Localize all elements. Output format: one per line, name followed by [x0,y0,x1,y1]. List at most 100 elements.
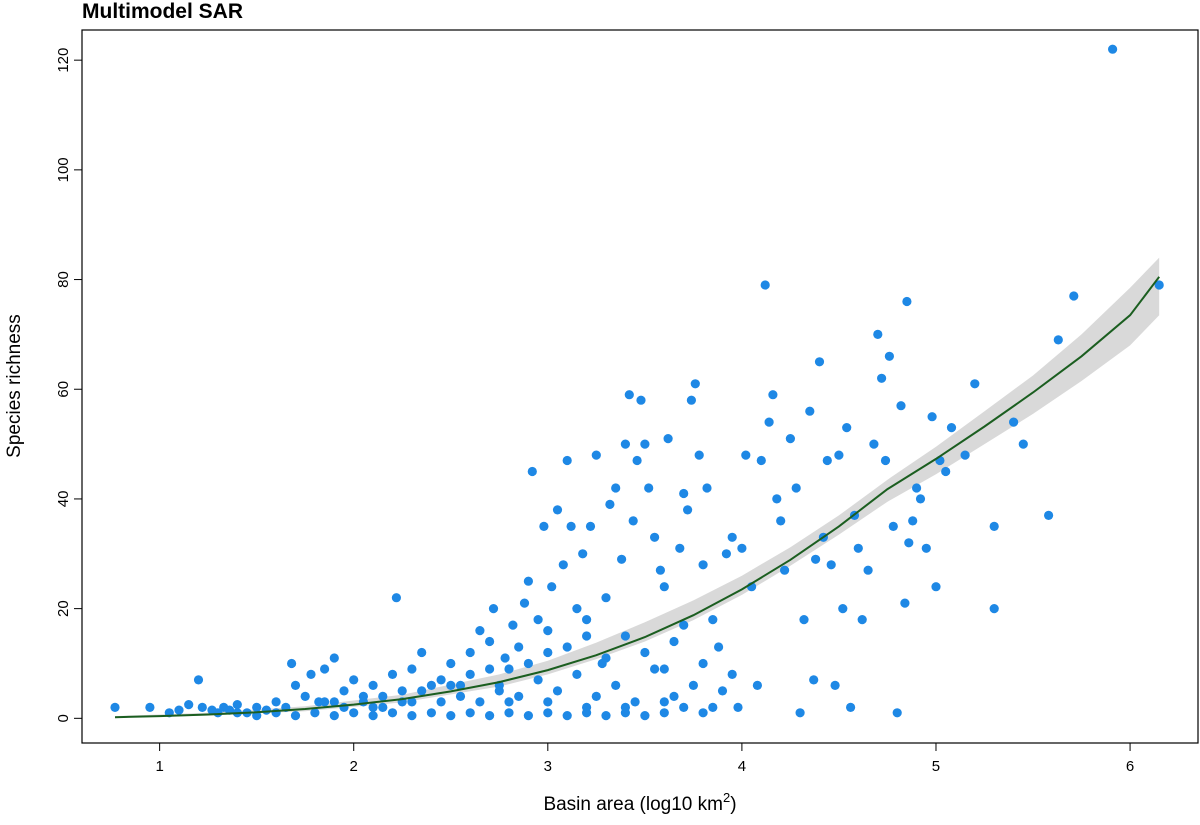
data-point [717,686,728,696]
data-point [927,412,937,422]
data-point [290,711,301,721]
data-point [552,686,563,696]
data-point [110,702,120,713]
data-point [1154,280,1164,290]
data-point [591,691,601,702]
data-point [566,521,576,532]
data-point [727,532,737,542]
data-point [686,395,697,405]
data-point [708,702,718,713]
data-point [562,711,572,721]
data-point [698,658,708,669]
data-point [877,373,887,383]
data-point [387,708,398,718]
x-tick-label: 5 [932,758,940,775]
data-point [826,560,836,570]
data-point [582,615,592,625]
data-point [1009,417,1019,427]
data-point [552,505,563,515]
data-point [941,466,951,477]
data-point [378,691,388,702]
data-point [785,434,796,444]
data-point [690,379,700,389]
data-point [805,406,815,416]
data-point [620,631,631,641]
data-point [795,708,805,718]
data-point [397,686,407,696]
x-axis-label-text: Basin area (log10 km [543,794,723,815]
data-point [915,494,926,504]
data-point [504,697,514,707]
data-point [578,549,588,559]
data-point [640,711,650,721]
data-point [349,675,359,685]
data-point [659,697,669,707]
data-point [488,604,499,614]
x-axis-label-suffix: ) [730,794,736,815]
data-point [368,711,378,721]
data-point [582,631,592,641]
data-point [591,450,601,460]
data-point [485,636,495,647]
data-point [504,664,514,674]
data-point [688,680,699,691]
data-point [391,593,401,603]
data-point [764,417,774,427]
y-tick-label: 120 [55,48,72,73]
data-point [636,395,646,405]
chart-title: Multimodel SAR [82,0,243,23]
data-point [853,543,863,553]
data-point [523,658,534,669]
data-point [644,483,654,493]
data-point [290,680,301,691]
data-point [426,708,436,718]
x-axis-label: Basin area (log10 km2) [543,790,736,815]
data-point [455,691,466,702]
data-point [630,697,640,707]
data-point [904,538,914,548]
data-point [232,700,242,710]
data-point [339,702,349,713]
data-point [1044,510,1054,520]
data-point [605,499,615,509]
data-point [791,483,801,493]
data-point [145,702,155,713]
data-point [329,697,339,707]
data-point [752,680,763,691]
data-point [543,708,553,718]
data-point [500,653,510,663]
data-point [857,615,867,625]
data-point [514,642,524,652]
data-point [640,439,650,449]
data-point [368,702,378,713]
data-point [543,697,553,707]
data-point [1108,44,1118,54]
plot-area-frame [81,29,1199,744]
data-point [863,565,873,575]
data-point [799,615,809,625]
data-point [446,680,456,691]
data-point [539,521,549,532]
data-point [838,604,848,614]
data-point [320,697,330,707]
data-point [809,675,819,685]
data-point [679,620,689,630]
data-point [562,455,572,466]
data-point [620,702,631,713]
y-tick-label: 0 [55,714,72,722]
data-point [485,711,495,721]
data-point [892,708,902,718]
data-point [601,711,611,721]
data-point [562,642,572,652]
data-point [896,401,906,411]
data-point [624,390,634,400]
data-point [683,505,693,515]
data-point [733,702,743,713]
data-point [508,620,518,630]
data-point [780,565,790,575]
data-point [582,702,592,713]
data-point [378,702,388,713]
data-point [543,647,553,658]
x-tick-label: 1 [155,758,163,775]
